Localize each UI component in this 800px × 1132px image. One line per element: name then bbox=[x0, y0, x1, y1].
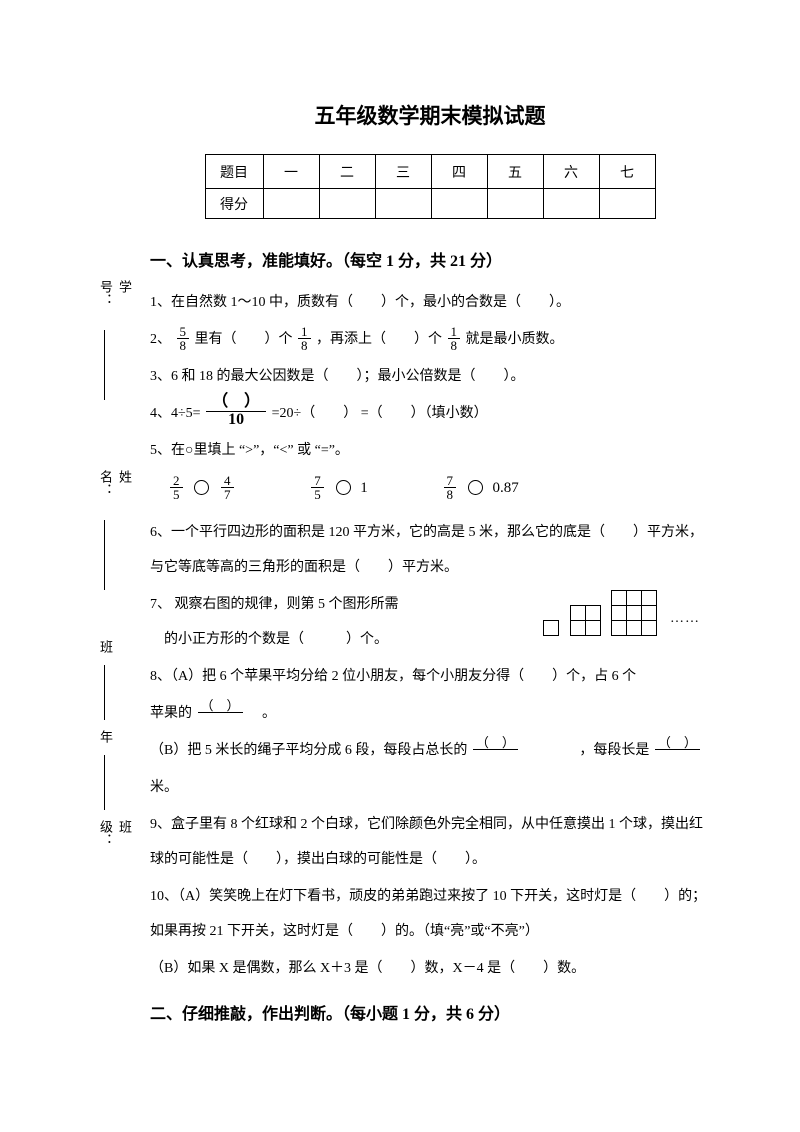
q4-a: 4、4÷5= bbox=[150, 406, 201, 421]
th-1: 一 bbox=[263, 155, 319, 189]
table-row: 题目 一 二 三 四 五 六 七 bbox=[205, 155, 655, 189]
square-pattern: …… bbox=[545, 591, 700, 635]
q8-c: 。 bbox=[248, 706, 276, 721]
grid-2 bbox=[571, 606, 601, 636]
frac-blank-10: （ ）10 bbox=[206, 394, 266, 429]
side-line-3 bbox=[104, 665, 105, 720]
circle-blank bbox=[468, 480, 483, 495]
side-banji: 班级： bbox=[96, 820, 134, 846]
q10-b: （B）如果 X 是偶数，那么 X＋3 是（ ）数，X－4 是（ ）数。 bbox=[150, 951, 710, 986]
q8-b: 苹果的 bbox=[150, 706, 192, 721]
frac-1-8: 18 bbox=[448, 325, 461, 353]
th-6: 六 bbox=[543, 155, 599, 189]
q2: 2、 58 里有（ ）个 18 ，再添上（ ）个 18 就是最小质数。 bbox=[150, 322, 710, 357]
q2-c: ，再添上（ ）个 bbox=[316, 332, 442, 347]
q6: 6、一个平行四边形的面积是 120 平方米，它的高是 5 米，那么它的底是（ ）… bbox=[150, 515, 710, 585]
td-blank bbox=[431, 189, 487, 219]
side-line-4 bbox=[104, 755, 105, 810]
q4: 4、4÷5= （ ）10 =20÷（ ） =（ ）（填小数） bbox=[150, 396, 710, 431]
td-blank bbox=[543, 189, 599, 219]
q2-a: 2、 bbox=[150, 332, 171, 347]
frac-1-8: 18 bbox=[298, 325, 311, 353]
th-0: 题目 bbox=[205, 155, 263, 189]
th-3: 三 bbox=[375, 155, 431, 189]
cmp3-r: 0.87 bbox=[493, 480, 519, 496]
frac-5-8: 58 bbox=[177, 325, 190, 353]
th-4: 四 bbox=[431, 155, 487, 189]
frac-7-5: 75 bbox=[311, 474, 324, 502]
frac-4-7: 47 bbox=[221, 474, 234, 502]
th-7: 七 bbox=[599, 155, 655, 189]
section-1-head: 一、认真思考，准能填好。（每空 1 分，共 21 分） bbox=[150, 247, 710, 271]
q8-line1: 8、（A）把 6 个苹果平均分给 2 位小朋友，每个小朋友分得（ ）个，占 6 … bbox=[150, 659, 710, 694]
th-2: 二 bbox=[319, 155, 375, 189]
q5: 5、在○里填上 “>”，“<” 或 “=”。 bbox=[150, 433, 710, 468]
q4-b: =20÷（ ） =（ ）（填小数） bbox=[272, 406, 488, 421]
grid-3 bbox=[612, 591, 656, 635]
q8-line2: 苹果的 。 bbox=[150, 696, 710, 731]
side-line-2 bbox=[104, 520, 105, 590]
q8-line4: 米。 bbox=[150, 770, 710, 805]
td-blank bbox=[599, 189, 655, 219]
td-score-label: 得分 bbox=[205, 189, 263, 219]
th-5: 五 bbox=[487, 155, 543, 189]
score-table: 题目 一 二 三 四 五 六 七 得分 bbox=[205, 154, 656, 219]
section-2-head: 二、仔细推敲，作出判断。（每小题 1 分，共 6 分） bbox=[150, 1000, 710, 1024]
frac-blank bbox=[655, 736, 700, 764]
circle-blank bbox=[336, 480, 351, 495]
grid-1 bbox=[545, 621, 560, 636]
frac-blank bbox=[198, 699, 243, 727]
side-xingming: 姓名： bbox=[96, 470, 134, 496]
frac-2-5: 25 bbox=[170, 474, 183, 502]
circle-blank bbox=[194, 480, 209, 495]
ellipsis-dots: …… bbox=[670, 601, 700, 636]
page-title: 五年级数学期末模拟试题 bbox=[150, 100, 710, 130]
side-xuehao: 学号： bbox=[96, 280, 134, 306]
q1: 1、在自然数 1～10 中，质数有（ ）个，最小的合数是（ ）。 bbox=[150, 285, 710, 320]
cmp2-r: 1 bbox=[360, 480, 368, 496]
frac-7-8: 78 bbox=[444, 474, 457, 502]
cmp-3: 78 0.87 bbox=[442, 472, 519, 505]
q2-b: 里有（ ）个 bbox=[195, 332, 293, 347]
q10-a: 10、（A）笑笑晚上在灯下看书，顽皮的弟弟跑过来按了 10 下开关，这时灯是（ … bbox=[150, 879, 710, 949]
q2-d: 就是最小质数。 bbox=[466, 332, 564, 347]
side-nian: 年 bbox=[96, 730, 115, 743]
q8-d: （B）把 5 米长的绳子平均分成 6 段，每段占总长的 bbox=[150, 743, 467, 758]
side-ban: 班 bbox=[96, 640, 115, 653]
table-row: 得分 bbox=[205, 189, 655, 219]
td-blank bbox=[375, 189, 431, 219]
q7: 7、 观察右图的规律，则第 5 个图形所需 的小正方形的个数是（ ）个。 …… bbox=[150, 587, 710, 657]
frac-blank bbox=[473, 736, 518, 764]
q9: 9、盒子里有 8 个红球和 2 个白球，它们除颜色外完全相同，从中任意摸出 1 … bbox=[150, 807, 710, 877]
q3: 3、6 和 18 的最大公因数是（ ）；最小公倍数是（ ）。 bbox=[150, 359, 710, 394]
td-blank bbox=[487, 189, 543, 219]
td-blank bbox=[319, 189, 375, 219]
side-line-1 bbox=[104, 330, 105, 400]
cmp-2: 75 1 bbox=[309, 472, 368, 505]
td-blank bbox=[263, 189, 319, 219]
cmp-1: 25 47 bbox=[168, 472, 236, 505]
q5-compare-row: 25 47 75 1 78 0.87 bbox=[150, 472, 710, 505]
page-content: 五年级数学期末模拟试题 题目 一 二 三 四 五 六 七 得分 一、认真思考，准… bbox=[150, 100, 710, 1038]
q8-line3: （B）把 5 米长的绳子平均分成 6 段，每段占总长的 ，每段长是 bbox=[150, 733, 710, 768]
q8-e: ，每段长是 bbox=[523, 743, 649, 758]
